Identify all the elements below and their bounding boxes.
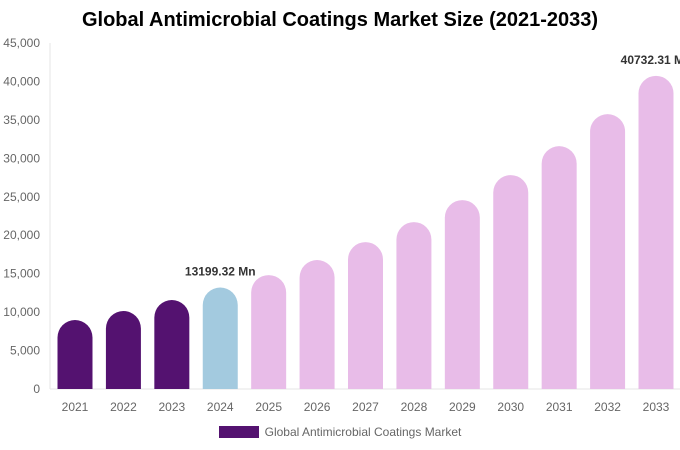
bar-2031 bbox=[541, 146, 577, 389]
bar-2026 bbox=[299, 260, 335, 389]
x-tick-label: 2023 bbox=[158, 400, 185, 414]
x-tick-label: 2032 bbox=[594, 400, 621, 414]
chart-title: Global Antimicrobial Coatings Market Siz… bbox=[81, 9, 599, 31]
y-tick-label: 0 bbox=[33, 382, 40, 396]
bar-2025 bbox=[251, 275, 287, 389]
data-label-2033: 40732.31 Mn bbox=[621, 53, 680, 67]
y-tick-label: 5,000 bbox=[10, 344, 40, 358]
y-tick-label: 35,000 bbox=[3, 113, 40, 127]
y-tick-label: 40,000 bbox=[3, 74, 40, 88]
bar-2023 bbox=[154, 300, 190, 389]
bar-2022 bbox=[105, 311, 141, 389]
bar-2027 bbox=[348, 242, 383, 389]
y-tick-label: 20,000 bbox=[3, 228, 40, 242]
bar-2029 bbox=[444, 200, 480, 389]
y-tick-label: 45,000 bbox=[3, 36, 40, 50]
x-tick-label: 2024 bbox=[207, 400, 234, 414]
x-tick-label: 2026 bbox=[304, 400, 331, 414]
bar-2032 bbox=[590, 114, 626, 389]
bar-2028 bbox=[396, 222, 432, 389]
x-tick-label: 2031 bbox=[546, 400, 573, 414]
x-tick-label: 2028 bbox=[401, 400, 428, 414]
bar-2021 bbox=[57, 320, 93, 389]
x-tick-label: 2027 bbox=[352, 400, 379, 414]
legend: Global Antimicrobial Coatings Market bbox=[0, 425, 680, 439]
y-tick-label: 25,000 bbox=[3, 190, 40, 204]
bar-2033 bbox=[638, 75, 674, 389]
y-tick-label: 10,000 bbox=[3, 305, 40, 319]
bar-2030 bbox=[493, 175, 529, 389]
legend-label: Global Antimicrobial Coatings Market bbox=[264, 425, 462, 439]
x-tick-label: 2022 bbox=[110, 400, 137, 414]
x-tick-label: 2025 bbox=[255, 400, 282, 414]
x-tick-label: 2030 bbox=[497, 400, 524, 414]
y-tick-label: 30,000 bbox=[3, 151, 40, 165]
legend-swatch bbox=[218, 426, 259, 438]
bar-2024 bbox=[202, 287, 238, 389]
x-tick-label: 2021 bbox=[62, 400, 89, 414]
x-tick-label: 2033 bbox=[643, 400, 670, 414]
y-tick-label: 15,000 bbox=[3, 267, 40, 281]
data-label-2024: 13199.32 Mn bbox=[185, 265, 256, 279]
x-tick-label: 2029 bbox=[449, 400, 476, 414]
